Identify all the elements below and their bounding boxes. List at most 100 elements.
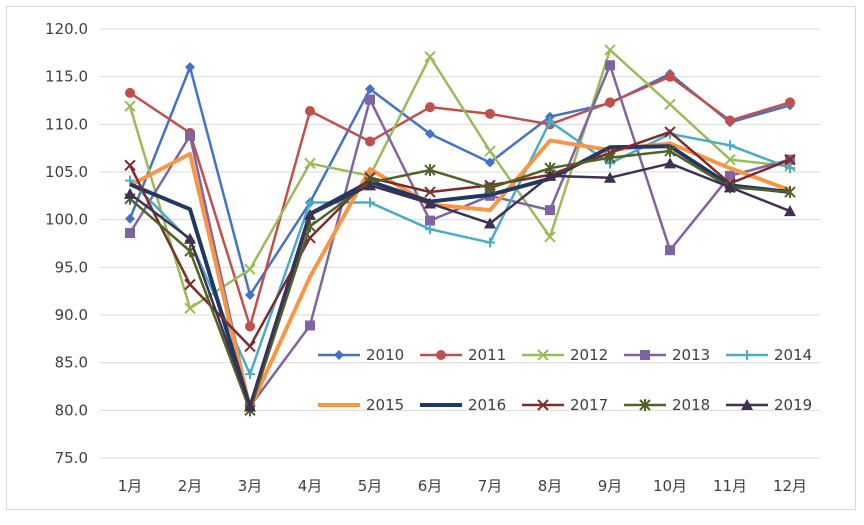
legend-item: 2013 [624, 346, 710, 364]
data-point [184, 278, 196, 291]
data-point [537, 399, 549, 411]
data-point [485, 108, 495, 119]
data-point [725, 170, 735, 181]
data-point [125, 87, 135, 98]
x-tick-label: 3月 [238, 477, 263, 495]
x-tick-label: 5月 [358, 477, 383, 495]
x-tick-label: 6月 [418, 477, 443, 495]
data-point [304, 157, 316, 170]
data-point [664, 145, 676, 158]
x-tick-label: 9月 [598, 477, 623, 495]
legend-label: 2010 [366, 346, 404, 364]
data-point [125, 228, 135, 239]
gridlines [100, 28, 820, 459]
series-2015 [129, 138, 791, 411]
y-tick-label: 80.0 [55, 401, 88, 419]
legend-label: 2015 [366, 396, 404, 414]
data-point [784, 205, 796, 217]
data-point [485, 237, 495, 248]
data-point [424, 186, 436, 198]
data-point [125, 213, 135, 224]
y-tick-label: 85.0 [55, 354, 88, 372]
data-point [184, 302, 196, 315]
data-point [365, 94, 375, 105]
data-point [485, 157, 495, 168]
series-2010 [125, 62, 795, 300]
data-point [545, 116, 555, 127]
data-point [544, 169, 556, 181]
data-point [425, 128, 435, 139]
data-point [784, 186, 796, 199]
legend-item: 2017 [522, 396, 608, 414]
x-tick-label: 12月 [773, 477, 807, 495]
data-point [537, 349, 549, 361]
x-tick-label: 8月 [538, 477, 563, 495]
series-2016 [129, 144, 791, 410]
x-tick-label: 2月 [178, 477, 203, 495]
x-tick-label: 4月 [298, 477, 323, 495]
data-point [244, 263, 256, 275]
data-point [124, 159, 136, 172]
data-point [664, 98, 676, 111]
data-point [604, 44, 616, 56]
series-line [128, 48, 791, 310]
data-point [244, 400, 256, 412]
data-point [305, 320, 315, 331]
y-tick-label: 95.0 [55, 258, 88, 276]
data-point [725, 115, 735, 126]
data-point [124, 100, 136, 112]
data-point [305, 105, 315, 116]
data-point [785, 163, 795, 174]
data-point [185, 62, 195, 73]
legend-item: 2018 [624, 396, 710, 414]
data-point [245, 289, 255, 300]
legend-label: 2016 [468, 396, 506, 414]
chart-frame [6, 6, 856, 510]
legend-item: 2011 [420, 346, 506, 364]
legend: 2010 2011 2012 2013 2014 2015 2016 2017 2018 2019 [318, 346, 812, 414]
data-point [424, 50, 436, 63]
legend-label: 2013 [672, 346, 710, 364]
legend-item: 2012 [522, 346, 608, 364]
data-point [785, 97, 795, 108]
series-line [129, 120, 791, 376]
data-point [185, 130, 195, 141]
data-point [365, 84, 375, 95]
data-point [741, 399, 753, 410]
legend-label: 2017 [570, 396, 608, 414]
data-point [664, 157, 676, 169]
data-point [724, 153, 736, 166]
y-tick-label: 120.0 [45, 20, 88, 38]
legend-item: 2015 [318, 396, 404, 414]
data-point [425, 102, 435, 113]
y-tick-label: 100.0 [45, 211, 88, 229]
data-point [245, 321, 255, 332]
data-point [605, 97, 615, 108]
data-point [544, 231, 556, 243]
y-tick-label: 90.0 [55, 306, 88, 324]
series-line [129, 138, 791, 411]
y-tick-label: 105.0 [45, 163, 88, 181]
data-point [484, 145, 496, 157]
data-point [304, 208, 316, 220]
series-line [129, 162, 791, 408]
data-point [436, 350, 446, 360]
legend-label: 2019 [774, 396, 812, 414]
data-point [664, 126, 676, 138]
x-tick-label: 7月 [478, 477, 503, 495]
series-2019 [124, 157, 796, 412]
data-point [334, 350, 344, 360]
data-point [639, 399, 651, 411]
data-point [184, 232, 196, 244]
data-point [365, 136, 375, 147]
series-line [129, 149, 791, 412]
legend-label: 2011 [468, 346, 506, 364]
data-point [244, 340, 256, 353]
data-point [604, 171, 616, 183]
series-line [128, 130, 791, 348]
series-2018 [124, 145, 796, 417]
data-point [665, 71, 675, 82]
x-tick-label: 11月 [713, 477, 747, 495]
data-point [742, 350, 752, 360]
data-point [424, 197, 436, 209]
